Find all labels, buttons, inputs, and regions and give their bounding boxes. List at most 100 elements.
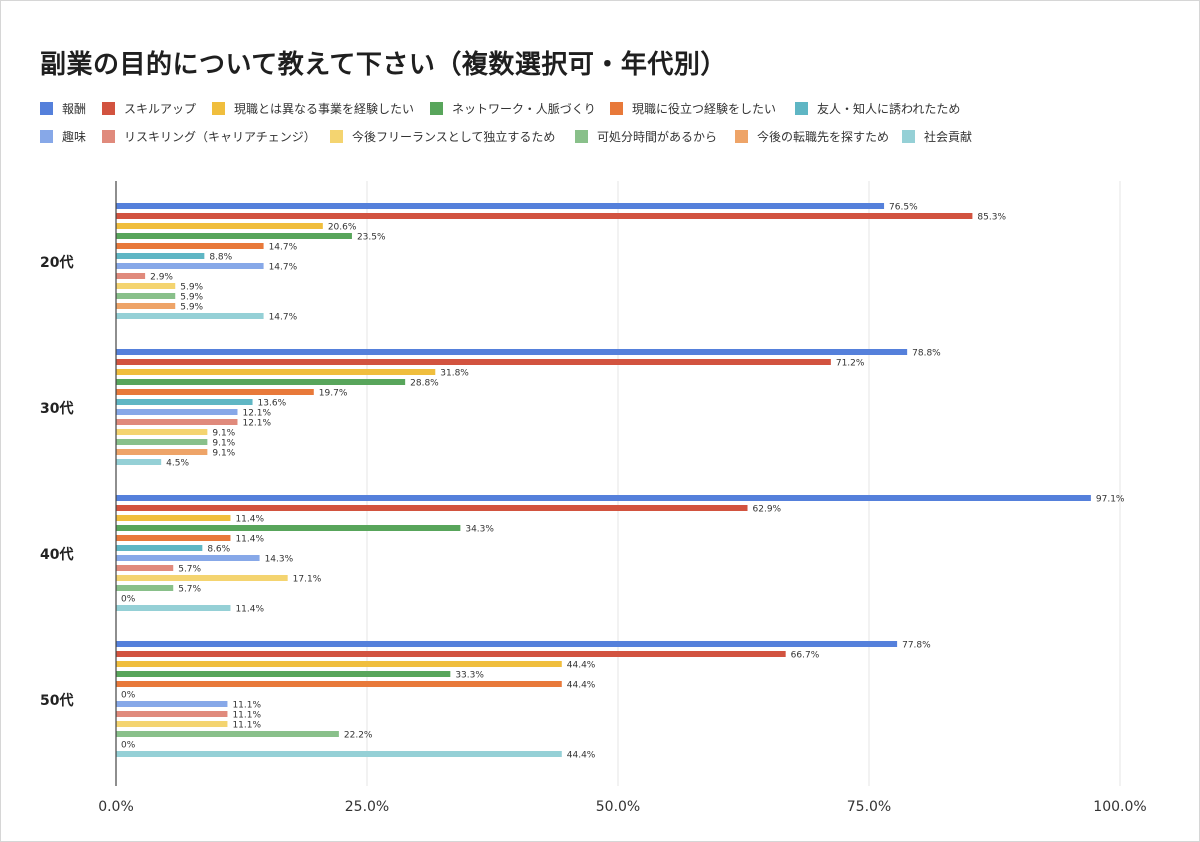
bar	[116, 243, 264, 249]
legend-item: スキルアップ	[102, 100, 196, 117]
bar	[116, 701, 228, 707]
data-label: 11.4%	[235, 515, 264, 525]
bar	[116, 515, 231, 521]
legend-item: 趣味	[40, 128, 86, 145]
legend-swatch	[610, 102, 623, 115]
data-label: 5.9%	[180, 283, 203, 293]
bar	[116, 721, 228, 727]
data-label: 5.9%	[180, 293, 203, 303]
legend-label: 現職とは異なる事業を経験したい	[234, 102, 415, 116]
legend-swatch	[212, 102, 225, 115]
bar	[116, 751, 562, 757]
bar	[116, 535, 231, 541]
bar	[116, 671, 451, 677]
data-label: 85.3%	[977, 213, 1006, 223]
data-label: 11.1%	[232, 711, 261, 721]
data-label: 9.1%	[212, 439, 235, 449]
bar	[116, 459, 162, 465]
data-label: 31.8%	[440, 369, 469, 379]
bar	[116, 223, 323, 229]
data-label: 11.1%	[232, 721, 261, 731]
bar	[116, 661, 562, 667]
data-label: 12.1%	[242, 409, 271, 419]
legend-item: 今後の転職先を探すため	[735, 128, 889, 145]
bar	[116, 233, 352, 239]
legend-item: 今後フリーランスとして独立するため	[330, 128, 555, 145]
bar	[116, 555, 260, 561]
bar	[116, 651, 786, 657]
legend-label: 報酬	[62, 102, 87, 116]
bar	[116, 575, 288, 581]
data-label: 14.7%	[269, 243, 298, 253]
x-tick-label: 75.0%	[847, 799, 891, 815]
data-label: 19.7%	[319, 389, 348, 399]
bar	[116, 419, 238, 425]
legend-label: 可処分時間があるから	[597, 130, 718, 144]
grid-lines	[366, 181, 1121, 786]
legend-row-2: 趣味 リスキリング（キャリアチェンジ） 今後フリーランスとして独立するため 可処…	[40, 128, 1160, 156]
data-label: 11.4%	[235, 605, 264, 615]
data-label: 44.4%	[567, 681, 596, 691]
legend-swatch	[102, 102, 115, 115]
y-category-label: 30代	[40, 400, 73, 417]
legend-item: 現職に役立つ経験をしたい	[610, 100, 776, 117]
bar	[116, 505, 748, 511]
data-label: 11.1%	[232, 701, 261, 711]
data-label: 62.9%	[753, 505, 782, 515]
data-label: 97.1%	[1096, 495, 1125, 505]
bars	[116, 203, 1091, 757]
data-label: 34.3%	[465, 525, 494, 535]
bar	[116, 399, 253, 405]
bar	[116, 495, 1091, 501]
legend-label: ネットワーク・人脈づくり	[452, 102, 596, 116]
data-label: 11.4%	[235, 535, 264, 545]
bar	[116, 359, 831, 365]
data-label: 12.1%	[242, 419, 271, 429]
data-label: 9.1%	[212, 429, 235, 439]
bar	[116, 379, 406, 385]
bar	[116, 605, 231, 611]
bar	[116, 213, 973, 219]
legend-row-1: 報酬 スキルアップ 現職とは異なる事業を経験したい ネットワーク・人脈づくり 現…	[40, 100, 1160, 128]
legend-label: 趣味	[62, 130, 87, 144]
bar	[116, 303, 176, 309]
bar	[116, 641, 898, 647]
legend-label: リスキリング（キャリアチェンジ）	[124, 130, 316, 144]
data-label: 22.2%	[344, 731, 373, 741]
bar	[116, 525, 461, 531]
legend-swatch	[575, 130, 588, 143]
bar	[116, 263, 264, 269]
data-label: 14.3%	[265, 555, 294, 565]
bar	[116, 439, 208, 445]
y-category-label: 40代	[40, 546, 73, 563]
y-category-label: 20代	[40, 254, 73, 271]
bar	[116, 273, 146, 279]
legend-item: ネットワーク・人脈づくり	[430, 100, 596, 117]
data-label: 28.8%	[410, 379, 439, 389]
data-label: 2.9%	[150, 273, 173, 283]
x-tick-label: 50.0%	[596, 799, 640, 815]
data-label: 9.1%	[212, 449, 235, 459]
x-tick-label: 25.0%	[345, 799, 389, 815]
bar	[116, 369, 436, 375]
bar	[116, 253, 205, 259]
bar	[116, 429, 208, 435]
legend-item: 可処分時間があるから	[575, 128, 717, 145]
legend: 報酬 スキルアップ 現職とは異なる事業を経験したい ネットワーク・人脈づくり 現…	[40, 100, 1160, 156]
bar	[116, 681, 562, 687]
bar	[116, 389, 314, 395]
legend-swatch	[40, 102, 53, 115]
data-label: 8.6%	[207, 545, 230, 555]
bar	[116, 731, 339, 737]
legend-label: 今後フリーランスとして独立するため	[352, 130, 556, 144]
data-label: 20.6%	[328, 223, 357, 233]
bar	[116, 449, 208, 455]
bar	[116, 203, 885, 209]
data-label: 44.4%	[567, 661, 596, 671]
data-label: 23.5%	[357, 233, 386, 243]
data-label: 4.5%	[166, 459, 189, 469]
data-label: 77.8%	[902, 641, 931, 651]
legend-item: 報酬	[40, 100, 86, 117]
data-label: 14.7%	[269, 263, 298, 273]
x-tick-label: 100.0%	[1093, 799, 1146, 815]
